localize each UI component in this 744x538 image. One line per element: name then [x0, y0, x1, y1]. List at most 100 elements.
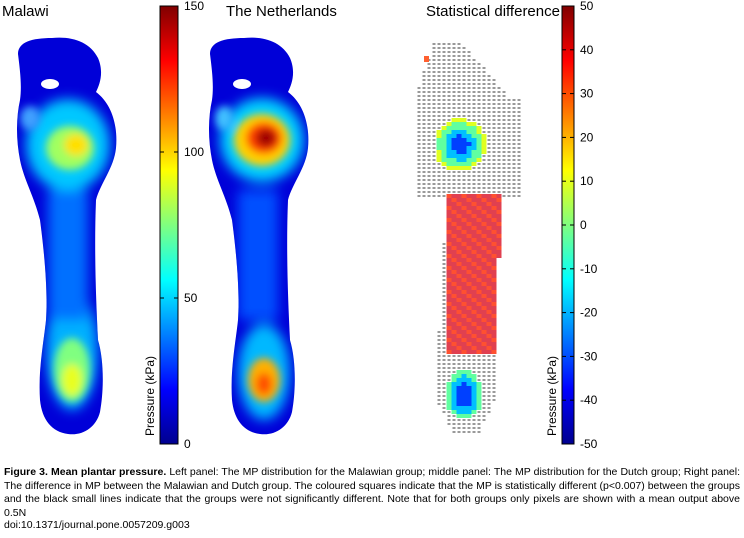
difference-cell — [441, 126, 447, 130]
colorbar-difference-tick-label: 30 — [580, 87, 594, 101]
netherlands-foot-heatmap — [209, 37, 309, 435]
difference-cell — [446, 206, 452, 210]
difference-cell — [471, 138, 477, 142]
difference-cell — [451, 194, 457, 198]
difference-cell — [481, 334, 487, 338]
difference-cell — [446, 390, 452, 394]
difference-cell — [446, 214, 452, 218]
difference-cell — [446, 222, 452, 226]
difference-cell — [481, 138, 487, 142]
difference-cell — [491, 194, 497, 198]
difference-cell — [446, 338, 452, 342]
difference-cell — [446, 150, 452, 154]
difference-cell — [461, 222, 467, 226]
difference-cell — [456, 150, 462, 154]
difference-cell — [471, 410, 477, 414]
difference-cell — [481, 294, 487, 298]
difference-cell — [486, 290, 492, 294]
difference-cell — [451, 122, 457, 126]
difference-cell — [471, 238, 477, 242]
difference-cell — [456, 326, 462, 330]
difference-cell — [436, 158, 442, 162]
difference-cell — [471, 218, 477, 222]
difference-cell — [491, 338, 497, 342]
difference-cell — [496, 254, 502, 258]
difference-cell — [446, 326, 452, 330]
difference-cell — [466, 274, 472, 278]
difference-cell — [446, 398, 452, 402]
difference-cell — [471, 378, 477, 382]
difference-cell — [456, 278, 462, 282]
colorbar-difference-tick-label: 10 — [580, 174, 594, 188]
difference-cell — [471, 202, 477, 206]
difference-cell — [476, 394, 482, 398]
difference-cell — [451, 310, 457, 314]
difference-cell — [466, 262, 472, 266]
difference-cell — [476, 278, 482, 282]
difference-cell — [451, 306, 457, 310]
difference-cell — [451, 146, 457, 150]
difference-cell — [461, 162, 467, 166]
difference-cell — [486, 210, 492, 214]
difference-cell — [456, 206, 462, 210]
difference-cell — [446, 402, 452, 406]
difference-cell — [456, 166, 462, 170]
difference-cell — [476, 242, 482, 246]
difference-cell — [476, 306, 482, 310]
difference-cell — [466, 414, 472, 418]
difference-cell — [466, 406, 472, 410]
difference-cell — [461, 138, 467, 142]
difference-cell — [446, 258, 452, 262]
difference-cell — [446, 130, 452, 134]
difference-cell — [471, 314, 477, 318]
difference-cell — [451, 382, 457, 386]
difference-cell — [456, 382, 462, 386]
difference-cell — [496, 238, 502, 242]
difference-cell — [461, 346, 467, 350]
difference-cell — [471, 122, 477, 126]
difference-cell — [446, 254, 452, 258]
difference-cell — [456, 394, 462, 398]
colorbar-difference-tick-label: -40 — [580, 393, 598, 407]
difference-cell — [461, 314, 467, 318]
difference-cell — [461, 294, 467, 298]
difference-cell — [471, 346, 477, 350]
difference-cell — [476, 158, 482, 162]
difference-cell — [476, 130, 482, 134]
difference-cell — [471, 374, 477, 378]
difference-cell — [446, 394, 452, 398]
difference-cell — [461, 258, 467, 262]
difference-cell — [481, 318, 487, 322]
difference-cell — [471, 242, 477, 246]
difference-cell — [461, 322, 467, 326]
difference-cell — [466, 382, 472, 386]
difference-cell — [466, 126, 472, 130]
difference-cell — [471, 230, 477, 234]
difference-cell — [476, 226, 482, 230]
difference-cell — [481, 266, 487, 270]
colorbar-difference-label: Pressure (kPa) — [545, 356, 559, 436]
difference-cell — [461, 266, 467, 270]
difference-cell — [451, 386, 457, 390]
difference-cell — [466, 290, 472, 294]
difference-cell — [461, 390, 467, 394]
difference-cell — [451, 126, 457, 130]
difference-cell — [451, 402, 457, 406]
difference-cell — [466, 194, 472, 198]
difference-cell — [476, 330, 482, 334]
difference-cell — [481, 350, 487, 354]
colorbar-difference-tick-label: 40 — [580, 43, 594, 57]
difference-cell — [466, 410, 472, 414]
difference-cell — [441, 146, 447, 150]
difference-cell — [471, 226, 477, 230]
difference-cell — [481, 342, 487, 346]
difference-cell — [446, 286, 452, 290]
difference-cell — [471, 406, 477, 410]
difference-cell — [481, 286, 487, 290]
difference-cell — [471, 402, 477, 406]
difference-cell — [466, 242, 472, 246]
difference-cell — [461, 262, 467, 266]
difference-cell — [471, 234, 477, 238]
difference-cell — [496, 194, 502, 198]
difference-cell — [491, 314, 497, 318]
